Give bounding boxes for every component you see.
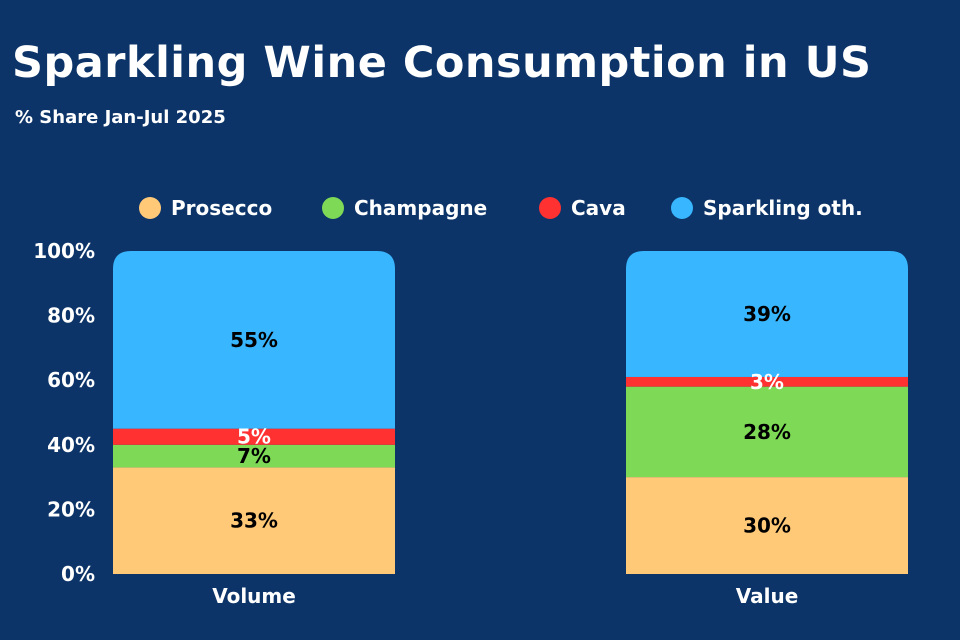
data-label: 55% <box>230 328 278 352</box>
x-category-label: Volume <box>212 584 296 608</box>
y-tick-label: 20% <box>47 497 95 521</box>
legend-label: Champagne <box>354 196 487 220</box>
bar-volume <box>113 251 395 574</box>
data-label: 7% <box>237 444 271 468</box>
data-label: 33% <box>230 509 278 533</box>
y-tick-label: 100% <box>33 239 95 263</box>
x-category-label: Value <box>736 584 799 608</box>
data-label: 30% <box>743 514 791 538</box>
y-tick-label: 80% <box>47 304 95 328</box>
data-label: 39% <box>743 302 791 326</box>
legend-label: Sparkling oth. <box>703 196 863 220</box>
bar-segment-sparkling-oth <box>626 251 908 377</box>
chart-subtitle: % Share Jan-Jul 2025 <box>15 107 226 128</box>
chart-title: Sparkling Wine Consumption in US <box>12 38 872 88</box>
bar-segment-prosecco <box>626 477 908 574</box>
bar-segment-sparkling-oth <box>113 251 395 429</box>
bar-value <box>626 251 908 574</box>
bar-segment-champagne <box>626 386 908 478</box>
bar-segment-champagne <box>113 444 395 468</box>
data-label: 5% <box>237 425 271 449</box>
y-tick-label: 0% <box>61 562 95 586</box>
legend-marker <box>322 197 344 219</box>
legend-label: Cava <box>571 196 626 220</box>
legend-marker <box>539 197 561 219</box>
y-tick-label: 40% <box>47 433 95 457</box>
y-tick-label: 60% <box>47 368 95 392</box>
bar-segment-cava <box>626 376 908 387</box>
legend-marker <box>671 197 693 219</box>
bar-segment-cava <box>113 428 395 445</box>
legend-marker <box>139 197 161 219</box>
data-label: 3% <box>750 370 784 394</box>
legend-label: Prosecco <box>171 196 272 220</box>
bar-segment-prosecco <box>113 467 395 574</box>
data-label: 28% <box>743 420 791 444</box>
